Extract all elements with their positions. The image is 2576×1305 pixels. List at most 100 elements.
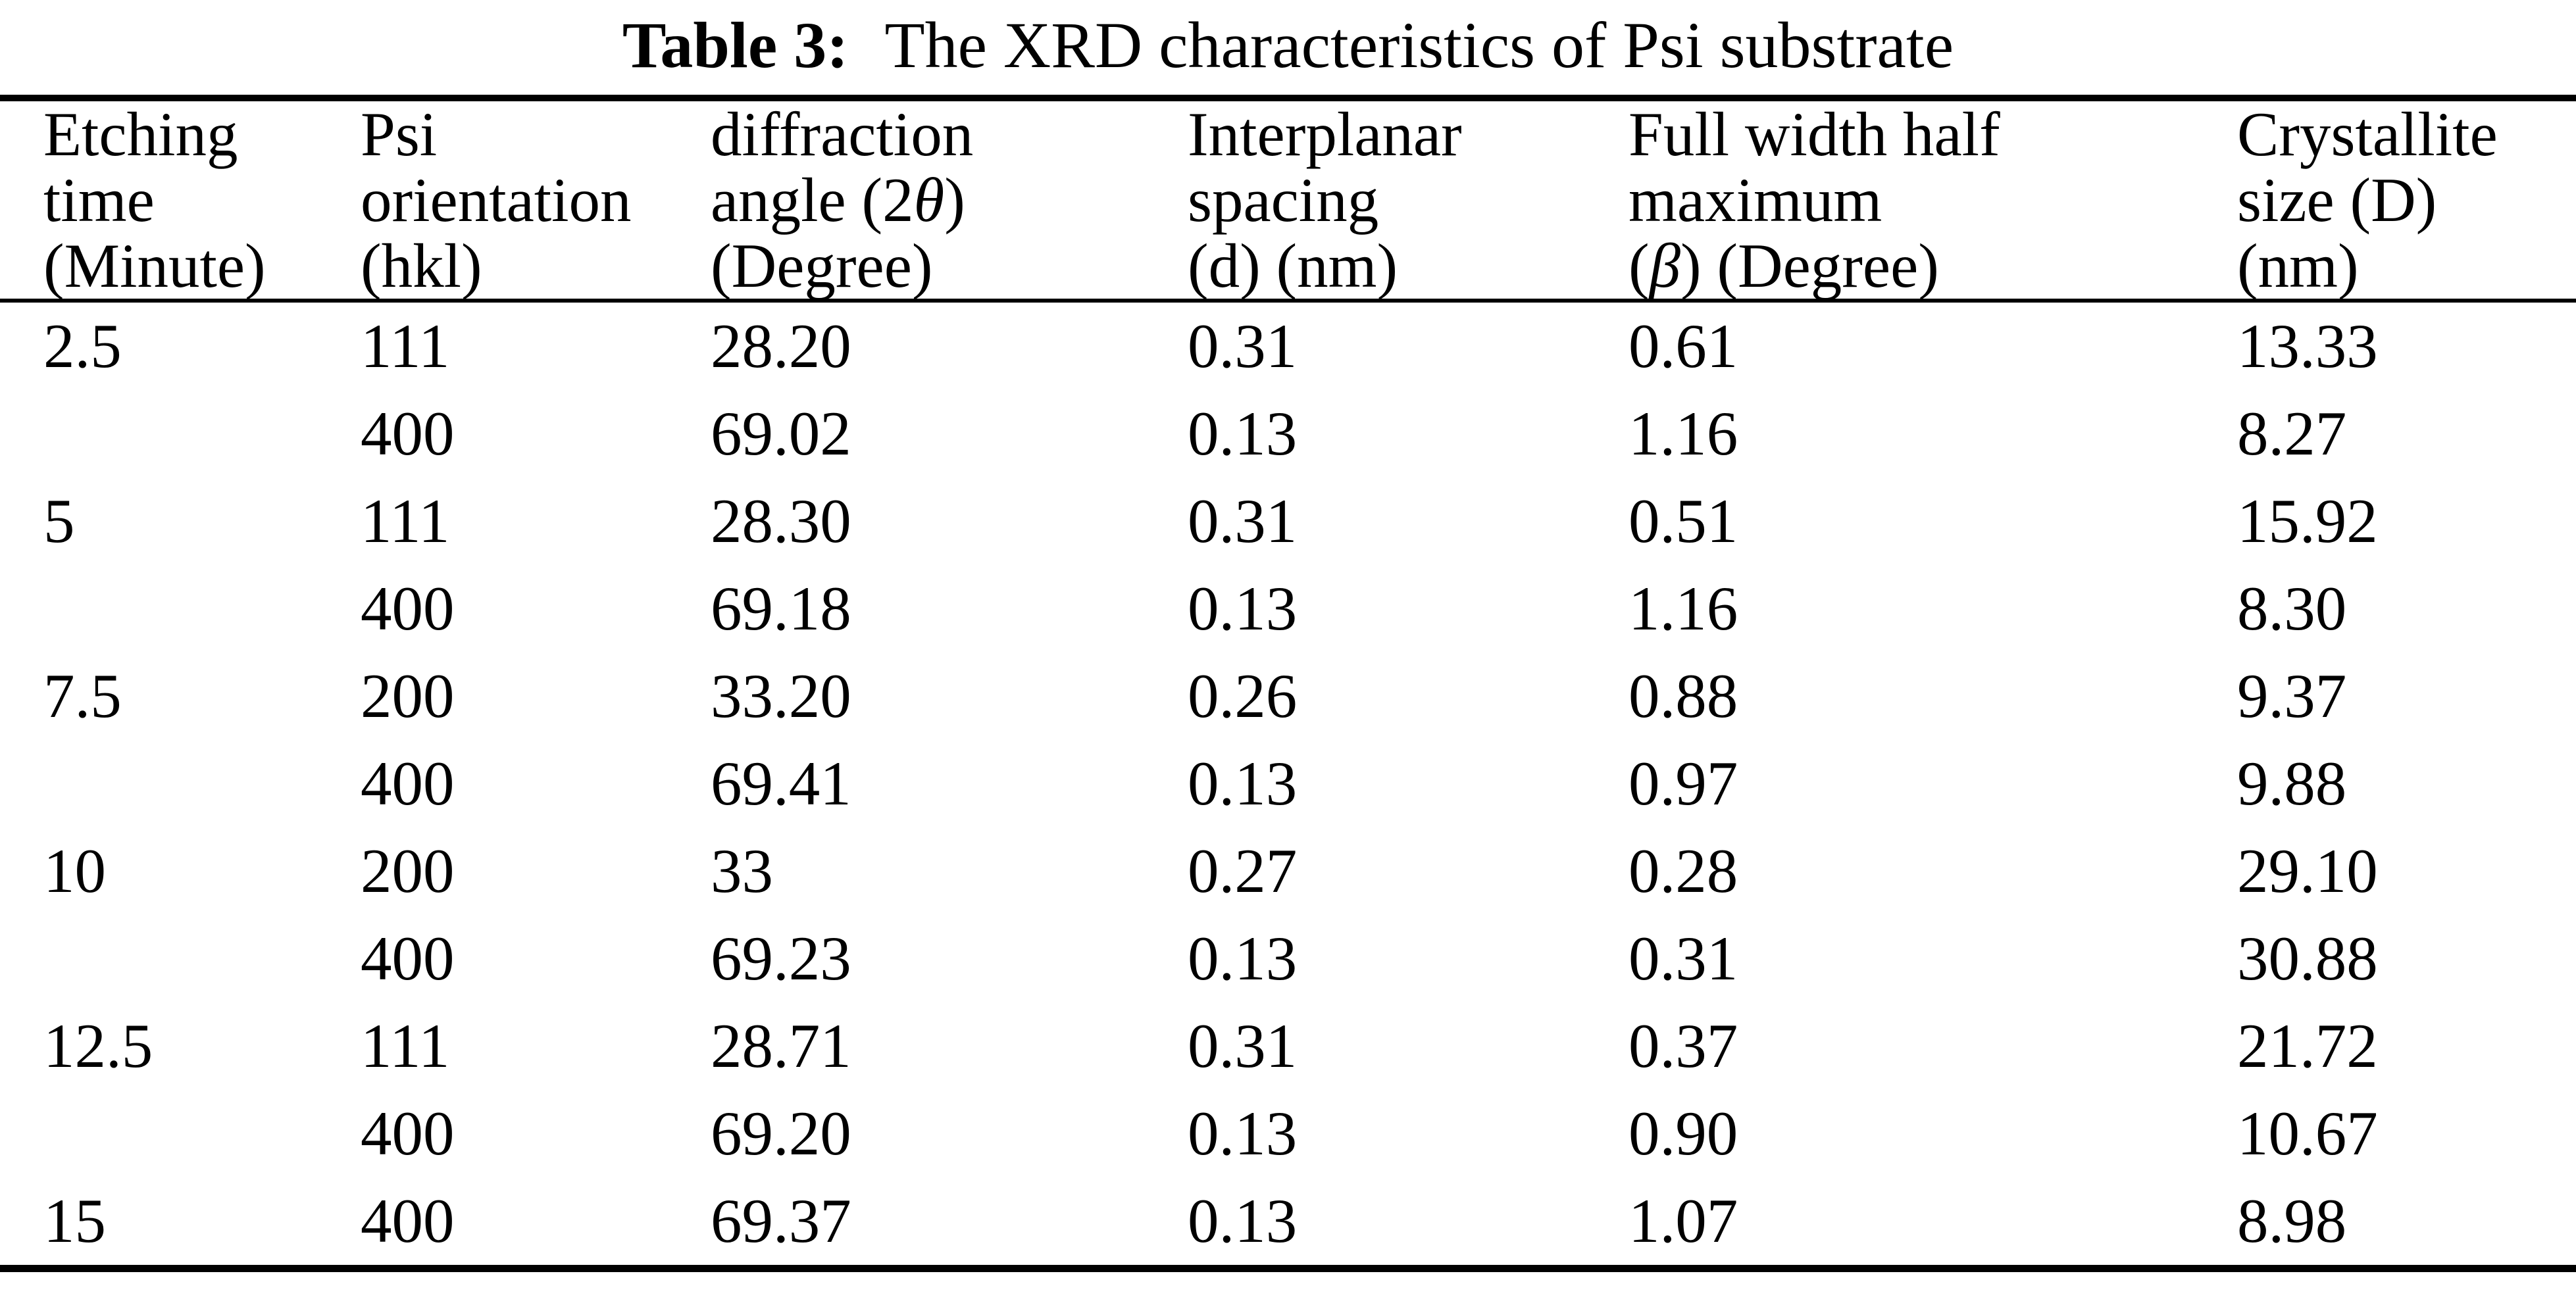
table-cell: 13.33 (2237, 311, 2378, 381)
table-row: 400 69.41 0.13 0.97 9.88 (0, 740, 2576, 827)
table-row: 7.5 200 33.20 0.26 0.88 9.37 (0, 652, 2576, 740)
caption-label: Table 3: (622, 9, 849, 82)
table-cell: 69.37 (711, 1186, 851, 1256)
beta-symbol: β (1649, 231, 1680, 301)
header-cell-psi-orientation: Psi orientation (hkl) (361, 98, 711, 303)
table-cell: 0.28 (1629, 836, 1738, 906)
header-line-text: angle (2 (711, 165, 914, 235)
table-cell: 0.13 (1188, 399, 1298, 468)
table-cell: 30.88 (2237, 923, 2378, 993)
table-cell: 111 (361, 486, 450, 556)
header-line: diffraction (711, 99, 974, 169)
table-cell: 69.41 (711, 749, 851, 818)
theta-symbol: θ (913, 165, 945, 235)
table-cell: 8.30 (2237, 574, 2347, 643)
table-cell: 200 (361, 661, 455, 731)
header-line: Etching (43, 99, 238, 169)
table-cell: 10 (43, 836, 106, 906)
table-cell: 69.23 (711, 923, 851, 993)
header-line: orientation (361, 165, 632, 235)
header-line: (β) (Degree) (1629, 233, 2237, 299)
table-cell: 2.5 (43, 311, 122, 381)
table-header: Etching time (Minute) Psi orientation (h… (0, 98, 2576, 303)
header-line-text: ) (Degree) (1680, 231, 1939, 301)
table-cell: 69.18 (711, 574, 851, 643)
table-row: 400 69.23 0.13 0.31 30.88 (0, 915, 2576, 1002)
header-line: spacing (1188, 165, 1379, 235)
table-cell: 28.20 (711, 311, 851, 381)
header-line: (d) (nm) (1188, 231, 1398, 301)
table-cell: 400 (361, 574, 455, 643)
table-cell: 111 (361, 1011, 450, 1081)
table-cell: 12.5 (43, 1011, 153, 1081)
table-cell: 69.02 (711, 399, 851, 468)
table-cell: 0.31 (1629, 923, 1738, 993)
table-cell: 0.13 (1188, 1186, 1298, 1256)
table-cell: 0.97 (1629, 749, 1738, 818)
caption-text: The XRD characteristics of Psi substrate (884, 9, 1954, 82)
header-cell-diffraction-angle: diffraction angle (2θ) (Degree) (711, 98, 1188, 303)
table-cell: 9.37 (2237, 661, 2347, 731)
header-cell-crystallite-size: Crystallite size (D) (nm) (2237, 98, 2576, 303)
table-cell: 0.13 (1188, 923, 1298, 993)
table-cell: 0.13 (1188, 1098, 1298, 1168)
table-cell: 21.72 (2237, 1011, 2378, 1081)
header-line: (Degree) (711, 231, 933, 301)
table-cell: 7.5 (43, 661, 122, 731)
table-cell: 400 (361, 749, 455, 818)
table-cell (0, 1090, 361, 1177)
table-cell (0, 390, 361, 478)
table-cell: 400 (361, 1098, 455, 1168)
table-cell: 0.31 (1188, 486, 1298, 556)
table-cell: 0.31 (1188, 311, 1298, 381)
table-cell: 400 (361, 923, 455, 993)
table-row: 10 200 33 0.27 0.28 29.10 (0, 827, 2576, 915)
header-line: Psi (361, 99, 438, 169)
header-line: Crystallite (2237, 99, 2498, 169)
table-cell: 0.51 (1629, 486, 1738, 556)
header-line: size (D) (2237, 165, 2437, 235)
table-row: 400 69.20 0.13 0.90 10.67 (0, 1090, 2576, 1177)
table-cell: 28.30 (711, 486, 851, 556)
table-body: 2.5 111 28.20 0.31 0.61 13.33 400 69.02 0.13 1.16… (0, 301, 2576, 1269)
header-line-text: ) (944, 165, 965, 235)
table-cell: 111 (361, 311, 450, 381)
table-cell: 8.27 (2237, 399, 2347, 468)
table-row: 400 69.18 0.13 1.16 8.30 (0, 565, 2576, 652)
table-cell: 33.20 (711, 661, 851, 731)
table-row: 5 111 28.30 0.31 0.51 15.92 (0, 478, 2576, 565)
header-line: (Minute) (43, 231, 266, 301)
header-line: maximum (1629, 165, 1882, 235)
table-cell: 0.31 (1188, 1011, 1298, 1081)
table-cell: 0.13 (1188, 574, 1298, 643)
header-line: time (43, 165, 155, 235)
table-cell: 0.26 (1188, 661, 1298, 731)
table-row: 15 400 69.37 0.13 1.07 8.98 (0, 1177, 2576, 1269)
table-cell: 69.20 (711, 1098, 851, 1168)
table-cell: 33 (711, 836, 773, 906)
table-row: 12.5 111 28.71 0.31 0.37 21.72 (0, 1002, 2576, 1090)
table-cell: 0.61 (1629, 311, 1738, 381)
table-cell: 400 (361, 1186, 455, 1256)
table-cell: 1.16 (1629, 574, 1738, 643)
xrd-characteristics-table: Etching time (Minute) Psi orientation (h… (0, 95, 2576, 1272)
table-cell: 0.90 (1629, 1098, 1738, 1168)
header-line: (hkl) (361, 231, 482, 301)
table-row: 2.5 111 28.20 0.31 0.61 13.33 (0, 301, 2576, 390)
table-cell: 1.16 (1629, 399, 1738, 468)
header-line: Interplanar (1188, 99, 1462, 169)
header-row: Etching time (Minute) Psi orientation (h… (0, 98, 2576, 303)
table-cell: 400 (361, 399, 455, 468)
table-cell: 10.67 (2237, 1098, 2378, 1168)
table-caption: Table 3: The XRD characteristics of Psi s… (0, 0, 2576, 95)
table-cell: 29.10 (2237, 836, 2378, 906)
table-cell: 15.92 (2237, 486, 2378, 556)
table-cell (0, 915, 361, 1002)
header-cell-etching-time: Etching time (Minute) (0, 98, 361, 303)
table-cell: 9.88 (2237, 749, 2347, 818)
table-cell: 15 (43, 1186, 106, 1256)
table-cell: 5 (43, 486, 75, 556)
table-cell: 28.71 (711, 1011, 851, 1081)
header-line: angle (2θ) (711, 167, 1188, 233)
